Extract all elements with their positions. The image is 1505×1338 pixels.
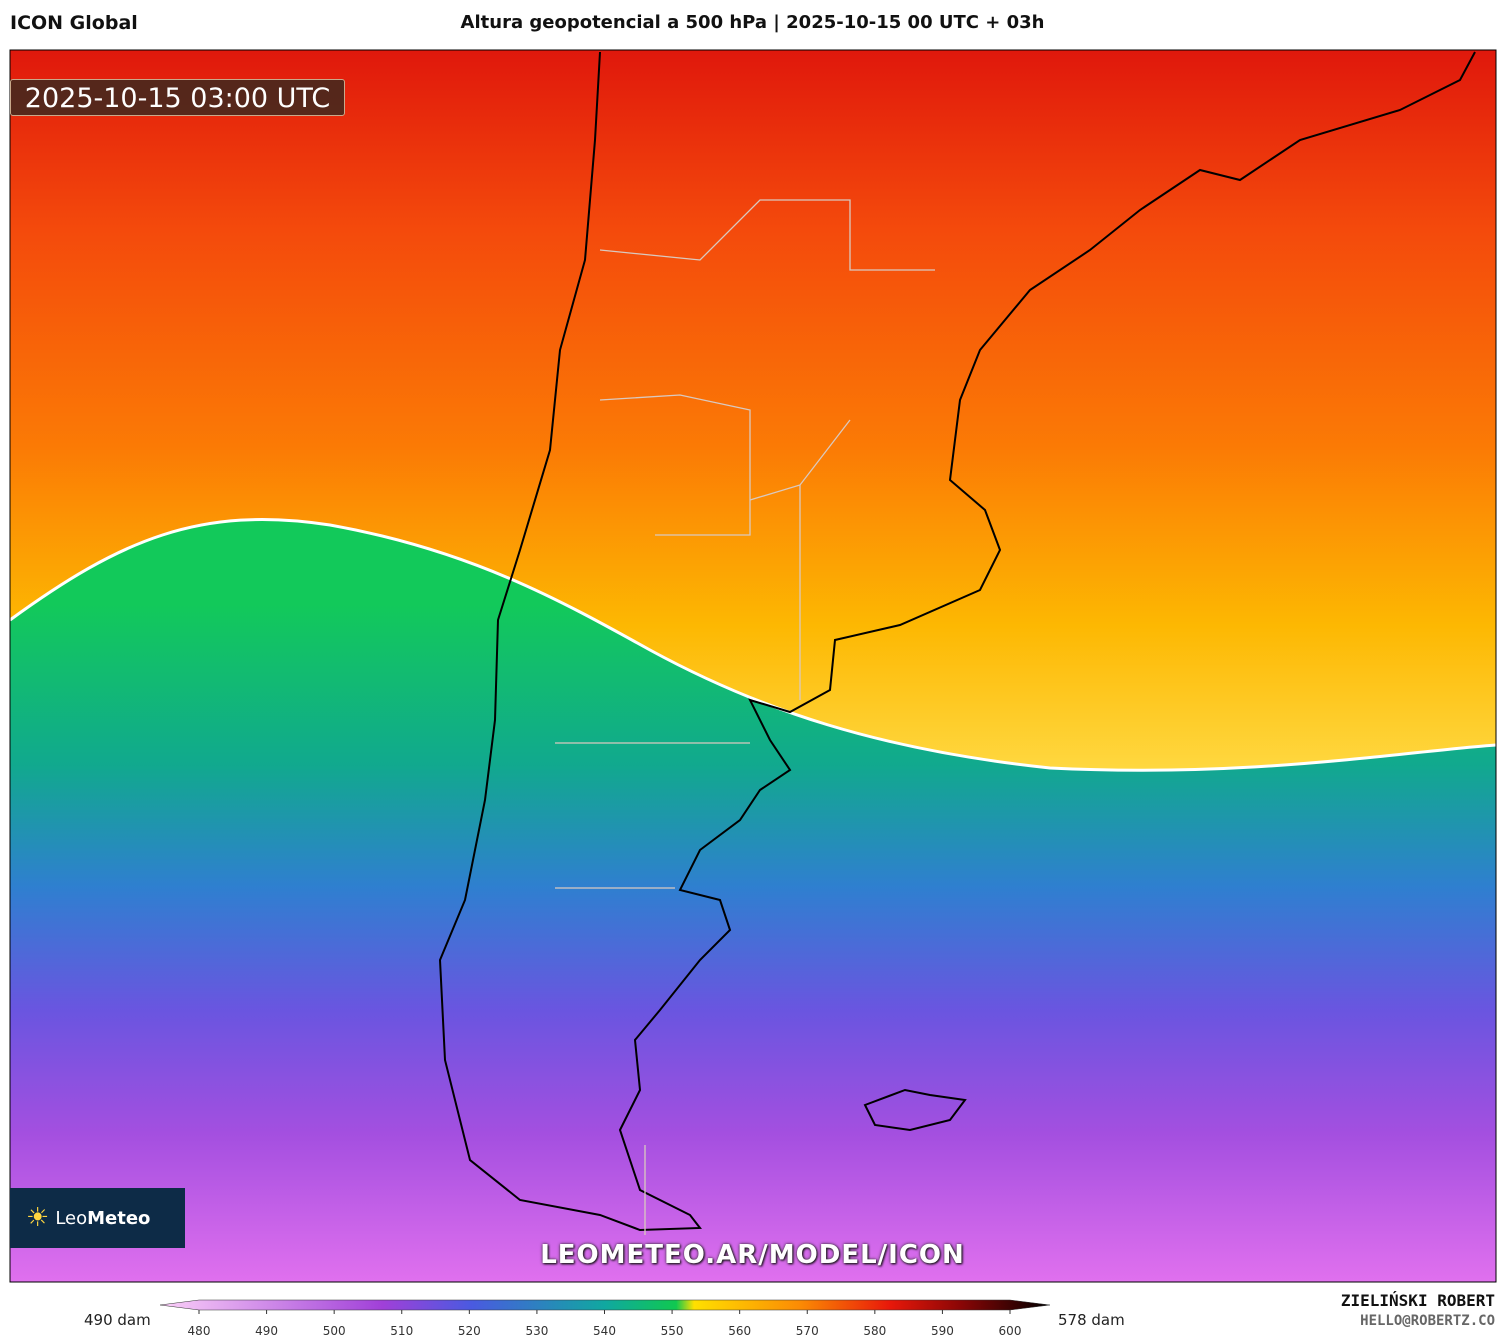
colorbar-scale — [159, 1299, 1051, 1311]
colorbar-min: 490 dam — [84, 1311, 151, 1329]
colorbar-tick-label: 480 — [188, 1324, 211, 1338]
colorbar-tick-label: 540 — [593, 1324, 616, 1338]
contact: HELLO@ROBERTZ.CO — [1360, 1313, 1495, 1329]
colorbar-tick-label: 560 — [728, 1324, 751, 1338]
colorbar-tick-label: 490 — [255, 1324, 278, 1338]
colorbar-tick-label: 520 — [458, 1324, 481, 1338]
colorbar-tick-label: 600 — [999, 1324, 1022, 1338]
warm-field — [10, 50, 1496, 771]
colorbar: 480 490 500 510 520 530 540 550 560 570 580 590 600 — [159, 1299, 1051, 1338]
logo-main: Meteo — [87, 1207, 151, 1229]
logo: ☀ LeoMeteo — [10, 1188, 185, 1248]
borders — [555, 199, 935, 1235]
colorbar-tick-label: 510 — [390, 1324, 413, 1338]
field — [10, 50, 1496, 1282]
colorbar-tick-label: 550 — [661, 1324, 684, 1338]
watermark: LEOMETEO.AR/MODEL/ICON — [540, 1240, 965, 1270]
map-title: Altura geopotencial a 500 hPa | 2025-10-… — [460, 12, 1045, 33]
colorbar-tick-label: 590 — [931, 1324, 954, 1338]
colorbar-tick-label: 530 — [525, 1324, 548, 1338]
colorbar-max: 578 dam — [1058, 1311, 1125, 1329]
author: ZIELIŃSKI ROBERT — [1340, 1291, 1495, 1310]
islands — [863, 1088, 967, 1132]
model-name: ICON Global — [10, 12, 138, 34]
coastline — [438, 51, 1476, 1232]
contour — [10, 518, 1496, 772]
map-frame — [9, 49, 1497, 1283]
colorbar-tick-label: 570 — [796, 1324, 819, 1338]
logo-icon: ☀ — [26, 1203, 50, 1233]
logo-prefix: Leo — [55, 1207, 88, 1229]
timestamp: 2025-10-15 03:00 UTC — [10, 79, 345, 116]
colorbar-tick-label: 580 — [863, 1324, 886, 1338]
colorbar-tick-label: 500 — [323, 1324, 346, 1338]
